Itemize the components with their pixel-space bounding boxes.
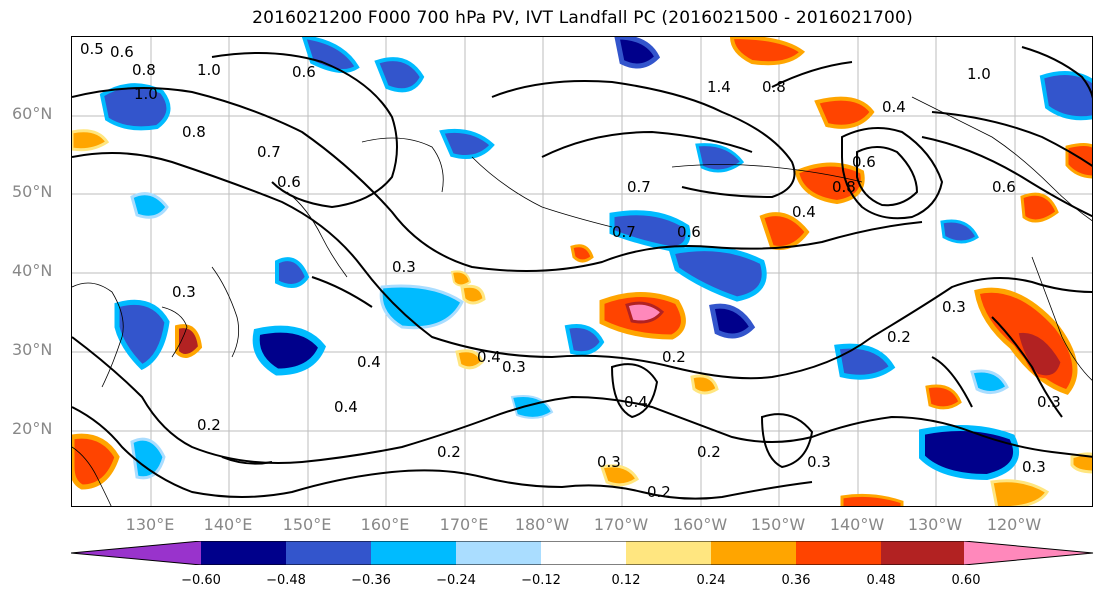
- colorbar-bin: [881, 541, 966, 565]
- contour-labels: 0.5 0.6 1.0 0.8 1.0 0.8 0.6 1.4 0.8 0.4 …: [80, 40, 1061, 501]
- colorbar-svg: [70, 540, 1094, 566]
- contour-label: 0.2: [197, 416, 221, 434]
- colorbar-bin: [796, 541, 881, 565]
- lon-label-170w: 170°W: [593, 515, 649, 534]
- contour-label: 0.7: [612, 223, 636, 241]
- lat-label-50n: 50°N: [12, 182, 53, 201]
- colorbar-right-extension: [964, 541, 1093, 565]
- contour-label: 0.3: [1022, 458, 1046, 476]
- contour-label: 0.3: [392, 258, 416, 276]
- colorbar-tick: 0.24: [696, 573, 726, 588]
- contour-label: 0.5: [80, 40, 104, 58]
- contour-label: 0.4: [477, 348, 501, 366]
- colorbar-bin: [711, 541, 796, 565]
- lat-label-20n: 20°N: [12, 419, 53, 438]
- colorbar-bin: [371, 541, 456, 565]
- contour-label: 0.7: [257, 143, 281, 161]
- contour-label: 0.4: [334, 398, 358, 416]
- contour-label: 1.4: [707, 78, 731, 96]
- colorbar-bin: [541, 541, 626, 565]
- lat-label-60n: 60°N: [12, 104, 53, 123]
- contour-label: 0.8: [132, 61, 156, 79]
- contour-label: 0.4: [624, 393, 648, 411]
- colorbar-tick: −0.60: [181, 573, 221, 588]
- contour-label: 1.0: [197, 61, 221, 79]
- colorbar-bin: [456, 541, 541, 565]
- lon-label-160w: 160°W: [672, 515, 728, 534]
- colorbar-tick: −0.48: [266, 573, 306, 588]
- contour-label: 0.4: [882, 98, 906, 116]
- contour-label: 0.2: [437, 443, 461, 461]
- positive-anomaly-fills: [72, 37, 1092, 506]
- contour-label: 0.6: [992, 178, 1016, 196]
- colorbar: [70, 540, 1095, 569]
- colorbar-tick: 0.60: [951, 573, 981, 588]
- colorbar-tick: 0.48: [866, 573, 896, 588]
- map-panel: 0.5 0.6 1.0 0.8 1.0 0.8 0.6 1.4 0.8 0.4 …: [71, 36, 1093, 507]
- lon-label-160e: 160°E: [360, 515, 410, 534]
- colorbar-left-extension: [71, 541, 201, 565]
- contour-label: 0.3: [942, 298, 966, 316]
- lon-label-140e: 140°E: [203, 515, 253, 534]
- contour-label: 0.2: [697, 443, 721, 461]
- colorbar-tick: 0.36: [781, 573, 811, 588]
- lon-label-180w: 180°W: [514, 515, 570, 534]
- lon-label-130e: 130°E: [125, 515, 175, 534]
- contour-label: 0.3: [807, 453, 831, 471]
- map-title: 2016021200 F000 700 hPa PV, IVT Landfall…: [252, 8, 913, 28]
- contour-label: 0.8: [832, 178, 856, 196]
- contour-label: 0.6: [852, 153, 876, 171]
- colorbar-bin: [626, 541, 711, 565]
- lat-label-30n: 30°N: [12, 340, 53, 359]
- contour-label: 0.3: [172, 283, 196, 301]
- contour-label: 0.4: [792, 203, 816, 221]
- lon-label-150w: 150°W: [750, 515, 806, 534]
- lon-label-150e: 150°E: [282, 515, 332, 534]
- lon-label-120w: 120°W: [986, 515, 1042, 534]
- contour-label: 0.6: [110, 43, 134, 61]
- pv-contours: [72, 46, 1092, 500]
- lon-label-140w: 140°W: [829, 515, 885, 534]
- contour-label: 0.6: [677, 223, 701, 241]
- map-canvas: 0.5 0.6 1.0 0.8 1.0 0.8 0.6 1.4 0.8 0.4 …: [72, 37, 1092, 506]
- contour-label: 0.2: [887, 328, 911, 346]
- contour-label: 0.3: [1037, 393, 1061, 411]
- colorbar-tick: −0.12: [521, 573, 561, 588]
- contour-label: 0.3: [502, 358, 526, 376]
- coastlines: [72, 96, 1092, 506]
- colorbar-tick: −0.36: [351, 573, 391, 588]
- contour-label: 0.7: [627, 178, 651, 196]
- colorbar-bin: [201, 541, 286, 565]
- contour-label: 1.0: [134, 85, 158, 103]
- contour-label: 0.4: [357, 353, 381, 371]
- contour-label: 0.6: [292, 63, 316, 81]
- contour-label: 0.8: [182, 123, 206, 141]
- contour-label: 0.2: [662, 348, 686, 366]
- negative-anomaly-fills: [99, 37, 1092, 481]
- lat-label-40n: 40°N: [12, 261, 53, 280]
- contour-label: 0.3: [597, 453, 621, 471]
- contour-label: 1.0: [967, 65, 991, 83]
- colorbar-tick: 0.12: [611, 573, 641, 588]
- contour-label: 0.6: [277, 173, 301, 191]
- contour-label: 0.8: [762, 78, 786, 96]
- lon-label-130w: 130°W: [907, 515, 963, 534]
- colorbar-tick: −0.24: [436, 573, 476, 588]
- lon-label-170e: 170°E: [439, 515, 489, 534]
- colorbar-bin: [286, 541, 371, 565]
- contour-label: 0.2: [647, 483, 671, 501]
